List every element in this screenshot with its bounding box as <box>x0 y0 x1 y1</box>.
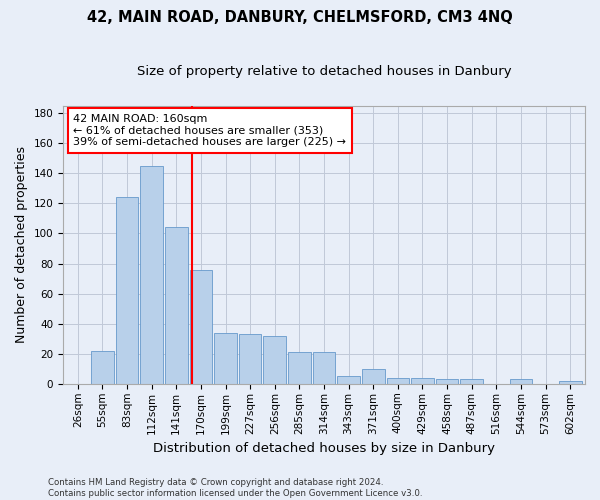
Bar <box>263 336 286 384</box>
Text: Contains HM Land Registry data © Crown copyright and database right 2024.
Contai: Contains HM Land Registry data © Crown c… <box>48 478 422 498</box>
Bar <box>214 332 237 384</box>
Title: Size of property relative to detached houses in Danbury: Size of property relative to detached ho… <box>137 65 511 78</box>
Bar <box>362 369 385 384</box>
Bar <box>436 380 458 384</box>
Text: 42 MAIN ROAD: 160sqm
← 61% of detached houses are smaller (353)
39% of semi-deta: 42 MAIN ROAD: 160sqm ← 61% of detached h… <box>73 114 346 147</box>
Y-axis label: Number of detached properties: Number of detached properties <box>15 146 28 343</box>
X-axis label: Distribution of detached houses by size in Danbury: Distribution of detached houses by size … <box>153 442 495 455</box>
Bar <box>91 351 114 384</box>
Bar <box>411 378 434 384</box>
Bar <box>337 376 360 384</box>
Bar <box>239 334 262 384</box>
Text: 42, MAIN ROAD, DANBURY, CHELMSFORD, CM3 4NQ: 42, MAIN ROAD, DANBURY, CHELMSFORD, CM3 … <box>87 10 513 25</box>
Bar <box>165 228 188 384</box>
Bar <box>386 378 409 384</box>
Bar <box>288 352 311 384</box>
Bar <box>559 381 581 384</box>
Bar <box>313 352 335 384</box>
Bar <box>140 166 163 384</box>
Bar <box>190 270 212 384</box>
Bar <box>116 198 139 384</box>
Bar <box>460 380 483 384</box>
Bar <box>509 380 532 384</box>
